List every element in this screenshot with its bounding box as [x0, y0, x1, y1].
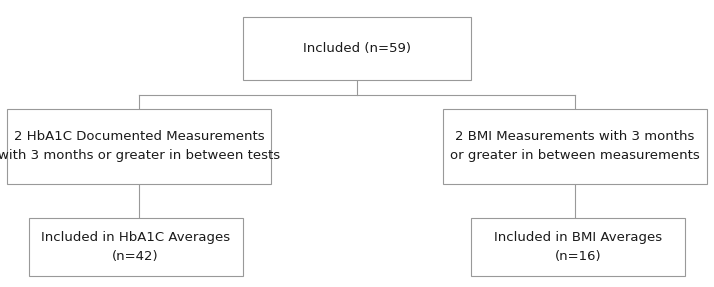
Text: Included (n=59): Included (n=59) [303, 42, 411, 55]
Text: 2 BMI Measurements with 3 months
or greater in between measurements: 2 BMI Measurements with 3 months or grea… [450, 130, 700, 162]
Text: Included in BMI Averages
(n=16): Included in BMI Averages (n=16) [494, 231, 663, 263]
FancyBboxPatch shape [243, 17, 471, 80]
Text: 2 HbA1C Documented Measurements
with 3 months or greater in between tests: 2 HbA1C Documented Measurements with 3 m… [0, 130, 281, 162]
FancyBboxPatch shape [471, 218, 685, 276]
FancyBboxPatch shape [443, 109, 707, 184]
FancyBboxPatch shape [7, 109, 271, 184]
Text: Included in HbA1C Averages
(n=42): Included in HbA1C Averages (n=42) [41, 231, 230, 263]
FancyBboxPatch shape [29, 218, 243, 276]
